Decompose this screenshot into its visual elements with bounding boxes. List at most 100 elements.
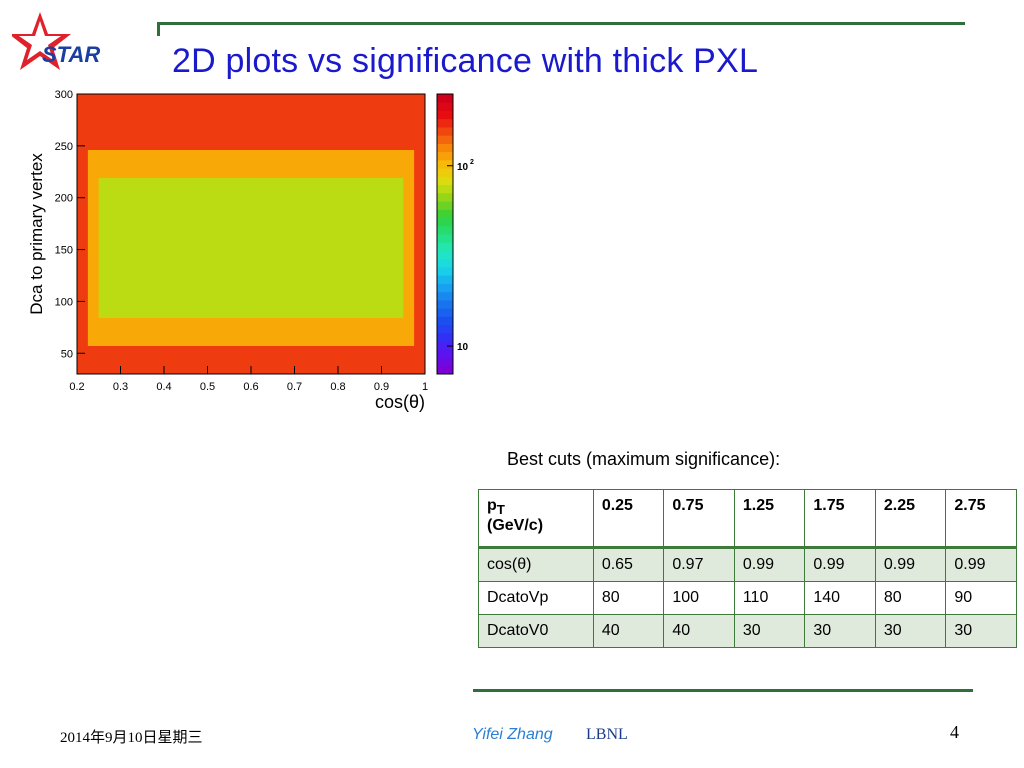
header-pt-bin: 1.25 bbox=[733, 489, 806, 548]
heatmap-cell bbox=[392, 290, 404, 319]
colorbar-segment bbox=[437, 258, 453, 268]
colorbar-segment bbox=[437, 143, 453, 153]
heatmap-cell bbox=[153, 150, 165, 179]
y-axis-label: Dca to primary vertex bbox=[27, 153, 46, 315]
heatmap-cell bbox=[218, 206, 230, 235]
heatmap-cell bbox=[403, 346, 415, 375]
heatmap-cell bbox=[109, 346, 121, 375]
x-axis-label: cos(θ) bbox=[375, 392, 425, 412]
heatmap-cell bbox=[120, 94, 132, 123]
footer-rule bbox=[473, 689, 973, 692]
colorbar-segment bbox=[437, 135, 453, 144]
heatmap-cell bbox=[251, 346, 263, 375]
heatmap-cell bbox=[392, 122, 404, 151]
heatmap-cell bbox=[305, 206, 317, 235]
table-cell: 110 bbox=[733, 581, 806, 615]
heatmap-cell bbox=[196, 346, 208, 375]
colorbar-segment bbox=[437, 332, 453, 342]
heatmap-cell bbox=[229, 346, 241, 375]
heatmap-cell bbox=[381, 94, 393, 123]
heatmap-cell bbox=[327, 150, 339, 179]
footer-author: Yifei Zhang bbox=[472, 726, 553, 743]
heatmap-cell bbox=[229, 122, 241, 151]
colorbar-segment bbox=[437, 118, 453, 128]
heatmap-cell bbox=[338, 234, 350, 263]
heatmap-cell bbox=[196, 318, 208, 347]
heatmap-cell bbox=[142, 262, 154, 291]
heatmap-plot-1: 0.2 0.3 0.4 0.5 0.6 0.7 0.8 0.9 1501001502002503… bbox=[27, 89, 474, 412]
colorbar-label: 10 bbox=[457, 162, 469, 173]
heatmap-cell bbox=[283, 318, 295, 347]
heatmap-cell bbox=[414, 346, 426, 375]
heatmap-cell bbox=[98, 290, 111, 319]
heatmap-cell bbox=[294, 206, 306, 235]
heatmap-cell bbox=[229, 94, 241, 123]
heatmap-cell bbox=[240, 290, 252, 319]
heatmap-cell bbox=[348, 346, 361, 375]
heatmap-cell bbox=[185, 94, 198, 123]
heatmap-cell bbox=[207, 178, 219, 207]
star-logo: STAR bbox=[9, 10, 112, 82]
heatmap-cell bbox=[414, 262, 426, 291]
heatmap-cell bbox=[77, 94, 89, 123]
colorbar-segment bbox=[437, 168, 453, 177]
heatmap-cell bbox=[109, 150, 121, 179]
heatmap-cell bbox=[131, 262, 143, 291]
heatmap-cell bbox=[98, 234, 111, 263]
colorbar-segment bbox=[437, 357, 453, 367]
header-pt: pT (GeV/c) bbox=[478, 489, 594, 548]
heatmap-cell bbox=[185, 206, 198, 235]
heatmap-cell bbox=[218, 150, 230, 179]
heatmap-cell bbox=[218, 94, 230, 123]
colorbar-segment bbox=[437, 201, 453, 210]
heatmap-cell bbox=[240, 346, 252, 375]
colorbar-segment bbox=[437, 275, 453, 284]
heatmap-cell bbox=[327, 318, 339, 347]
x-tick-label: 0.5 bbox=[200, 381, 215, 393]
heatmap-cell bbox=[218, 346, 230, 375]
heatmap-cell bbox=[98, 262, 111, 291]
heatmap-cell bbox=[414, 290, 426, 319]
table-cell: 40 bbox=[592, 614, 665, 648]
heatmap-cell bbox=[109, 234, 121, 263]
heatmap-cell bbox=[207, 318, 219, 347]
heatmap-cell bbox=[370, 150, 382, 179]
heatmap-cell bbox=[185, 318, 198, 347]
table-cell: 80 bbox=[592, 581, 665, 615]
heatmap-cell bbox=[381, 346, 393, 375]
heatmap-cell bbox=[348, 262, 361, 291]
heatmap-cell bbox=[381, 178, 393, 207]
table-cell: 0.99 bbox=[945, 547, 1017, 582]
heatmap-cell bbox=[294, 234, 306, 263]
heatmap-cell bbox=[109, 94, 121, 123]
heatmap-cell bbox=[305, 318, 317, 347]
heatmap-cell bbox=[153, 94, 165, 123]
heatmap-cell bbox=[261, 262, 274, 291]
heatmap-cell bbox=[196, 290, 208, 319]
heatmap-cell bbox=[327, 178, 339, 207]
heatmap-cell bbox=[414, 206, 426, 235]
row-label: DcatoVp bbox=[478, 581, 594, 615]
x-tick-label: 0.3 bbox=[113, 381, 128, 393]
table-row-cos: cos(θ) 0.65 0.97 0.99 0.99 0.99 0.99 bbox=[478, 547, 1017, 582]
table-cell: 0.99 bbox=[804, 547, 876, 582]
heatmap-cell bbox=[142, 346, 154, 375]
heatmap-cell bbox=[251, 234, 263, 263]
heatmap-cell bbox=[153, 178, 165, 207]
table-cell: 80 bbox=[874, 581, 947, 615]
heatmap-cell bbox=[185, 234, 198, 263]
heatmap-cell bbox=[359, 318, 372, 347]
header-pt-bin: 2.25 bbox=[874, 489, 947, 548]
heatmap-cell bbox=[359, 150, 372, 179]
footer-org: LBNL bbox=[586, 726, 628, 743]
heatmap-cell bbox=[359, 234, 372, 263]
colorbar-frame bbox=[436, 93, 454, 375]
heatmap-cell bbox=[109, 178, 121, 207]
heatmap-cell bbox=[403, 290, 415, 319]
heatmap-cell bbox=[272, 262, 285, 291]
heatmap-cell bbox=[251, 122, 263, 151]
table-cell: 140 bbox=[804, 581, 876, 615]
logo-text: STAR bbox=[42, 42, 100, 67]
colorbar-label: 10 bbox=[457, 342, 469, 353]
heatmap-plot-3 bbox=[8, 418, 470, 748]
